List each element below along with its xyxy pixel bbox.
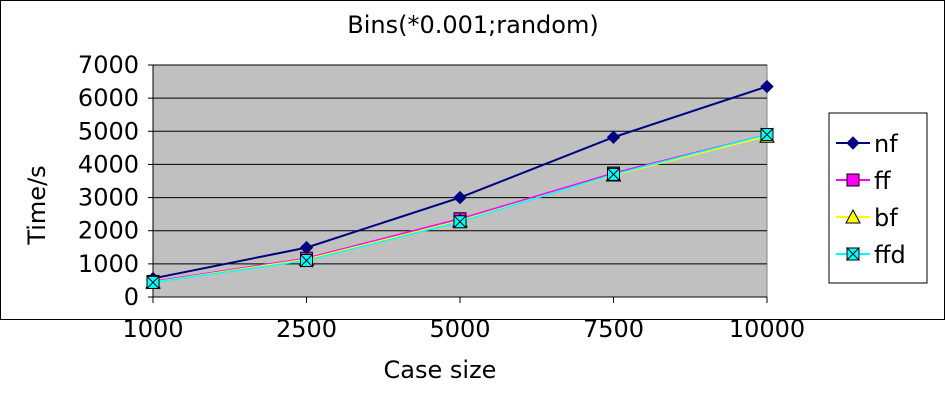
- legend-item-nf: nf: [836, 130, 898, 158]
- data-point: [453, 190, 467, 205]
- legend-label: nf: [874, 130, 898, 158]
- y-tick-label: 0: [124, 283, 139, 311]
- x-tick-label: 1000: [122, 315, 183, 343]
- data-point: [607, 167, 620, 182]
- y-tick-label: 4000: [78, 150, 139, 178]
- legend-marker: [846, 246, 860, 262]
- series-nf: [146, 79, 774, 286]
- y-tick-label: 1000: [78, 250, 139, 278]
- data-point: [760, 79, 774, 94]
- legend-label: ffd: [874, 241, 906, 269]
- x-axis-ticks: 1000 2500 5000 7500 10000: [122, 296, 805, 343]
- legend-item-ff: ff: [836, 167, 891, 195]
- y-tick-label: 2000: [78, 217, 139, 245]
- legend-marker: [846, 136, 860, 150]
- y-tick-label: 5000: [78, 117, 139, 145]
- legend: nf ff bf ffd: [828, 112, 928, 284]
- y-axis-label: Time/s: [23, 165, 51, 245]
- data-point: [300, 253, 313, 268]
- legend-item-ffd: ffd: [836, 241, 906, 269]
- chart-title: Bins(*0.001;random): [347, 11, 598, 39]
- data-point: [453, 214, 467, 229]
- x-tick-label: 7500: [583, 315, 644, 343]
- gridlines: [153, 64, 767, 265]
- legend-label: ff: [874, 167, 891, 195]
- data-point: [760, 127, 774, 142]
- data-point: [146, 275, 160, 290]
- legend-item-bf: bf: [836, 204, 898, 232]
- x-axis-label: Case size: [384, 356, 497, 384]
- x-tick-label: 5000: [429, 315, 490, 343]
- legend-marker: [846, 173, 860, 187]
- series-group: [145, 79, 775, 290]
- y-axis-ticks: 0 1000 2000 3000 4000 5000 6000 7000: [78, 51, 154, 311]
- legend-marker: [845, 208, 861, 224]
- y-tick-label: 3000: [78, 184, 139, 212]
- y-tick-label: 7000: [78, 51, 139, 79]
- x-tick-label: 10000: [729, 315, 805, 343]
- legend-label: bf: [874, 204, 898, 232]
- x-tick-label: 2500: [276, 315, 337, 343]
- data-point: [606, 130, 621, 144]
- plot-area: [152, 64, 768, 298]
- series-ffd: [146, 127, 774, 290]
- y-tick-label: 6000: [78, 84, 139, 112]
